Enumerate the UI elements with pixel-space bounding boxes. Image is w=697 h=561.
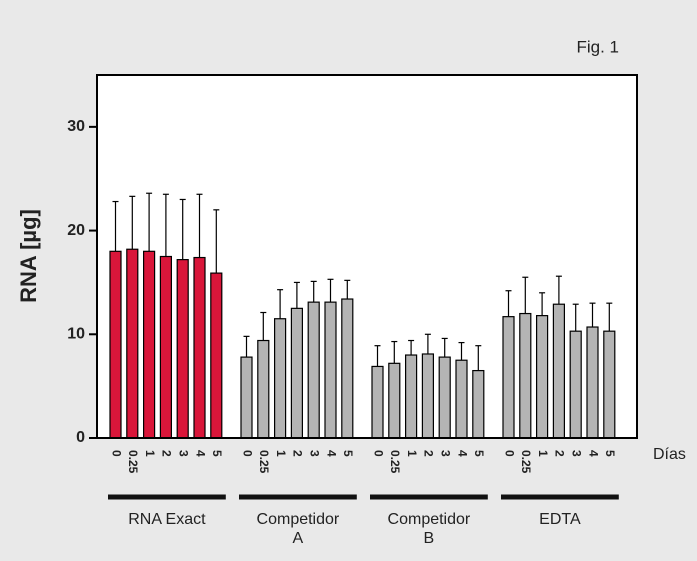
x-tick-label: 2 xyxy=(291,450,305,457)
bar xyxy=(257,339,270,439)
x-tick-label: 0 xyxy=(371,450,385,457)
x-tick-label: 3 xyxy=(308,450,322,457)
x-tick-label: 0 xyxy=(502,450,516,457)
x-tick-label: 3 xyxy=(177,450,191,457)
x-tick-label: 5 xyxy=(210,450,224,457)
group-label: RNA Exact xyxy=(128,511,206,528)
bar xyxy=(472,369,485,439)
bar xyxy=(405,354,418,439)
bar xyxy=(210,272,223,439)
bar xyxy=(603,330,616,439)
x-axis-label: Días xyxy=(653,446,686,463)
y-tick-label: 0 xyxy=(76,429,85,446)
bar xyxy=(176,259,189,439)
bar xyxy=(341,298,354,439)
group-label: Competidor B xyxy=(387,511,471,547)
bar xyxy=(502,316,515,439)
bar xyxy=(307,301,320,439)
bar xyxy=(519,312,532,439)
x-tick-label: 0.25 xyxy=(388,450,402,474)
bar xyxy=(126,248,139,439)
group-label: Competidor A xyxy=(256,511,340,547)
x-tick-label: 4 xyxy=(193,450,207,457)
bar xyxy=(455,359,468,439)
bar xyxy=(535,315,549,439)
x-tick-label: 5 xyxy=(472,450,486,457)
bar xyxy=(569,330,582,439)
bar xyxy=(290,307,303,439)
bar xyxy=(159,255,172,439)
x-tick-label: 0.25 xyxy=(257,450,271,474)
x-tick-label: 1 xyxy=(405,450,419,457)
bar xyxy=(143,250,156,439)
bar xyxy=(586,326,599,439)
bar xyxy=(388,362,401,439)
bar xyxy=(438,356,451,439)
bar xyxy=(193,256,206,439)
x-tick-label: 2 xyxy=(422,450,436,457)
bar xyxy=(421,353,434,439)
plot-frame xyxy=(96,74,638,439)
bar xyxy=(552,303,566,439)
bar xyxy=(371,365,384,439)
chart-title: Fig. 1 xyxy=(576,37,619,56)
bar xyxy=(274,318,287,439)
x-tick-label: 1 xyxy=(536,450,550,457)
x-tick-label: 2 xyxy=(160,450,174,457)
x-tick-label: 0 xyxy=(109,450,123,457)
x-tick-label: 1 xyxy=(274,450,288,457)
x-tick-label: 0.25 xyxy=(126,450,140,474)
x-tick-label: 4 xyxy=(586,450,600,457)
x-tick-label: 0.25 xyxy=(519,450,533,474)
x-tick-label: 4 xyxy=(324,450,338,457)
y-tick-label: 10 xyxy=(67,326,85,343)
x-tick-label: 3 xyxy=(439,450,453,457)
x-tick-label: 3 xyxy=(570,450,584,457)
x-tick-label: 5 xyxy=(603,450,617,457)
bar xyxy=(324,301,337,439)
y-tick-label: 20 xyxy=(67,222,85,239)
group-label: EDTA xyxy=(539,511,581,528)
bar xyxy=(240,356,253,439)
y-tick-label: 30 xyxy=(67,118,85,135)
x-tick-label: 1 xyxy=(143,450,157,457)
x-tick-label: 5 xyxy=(341,450,355,457)
x-tick-label: 0 xyxy=(240,450,254,457)
bar xyxy=(109,250,122,439)
x-tick-label: 2 xyxy=(553,450,567,457)
x-tick-label: 4 xyxy=(455,450,469,457)
y-axis-label: RNA [µg] xyxy=(16,209,41,303)
